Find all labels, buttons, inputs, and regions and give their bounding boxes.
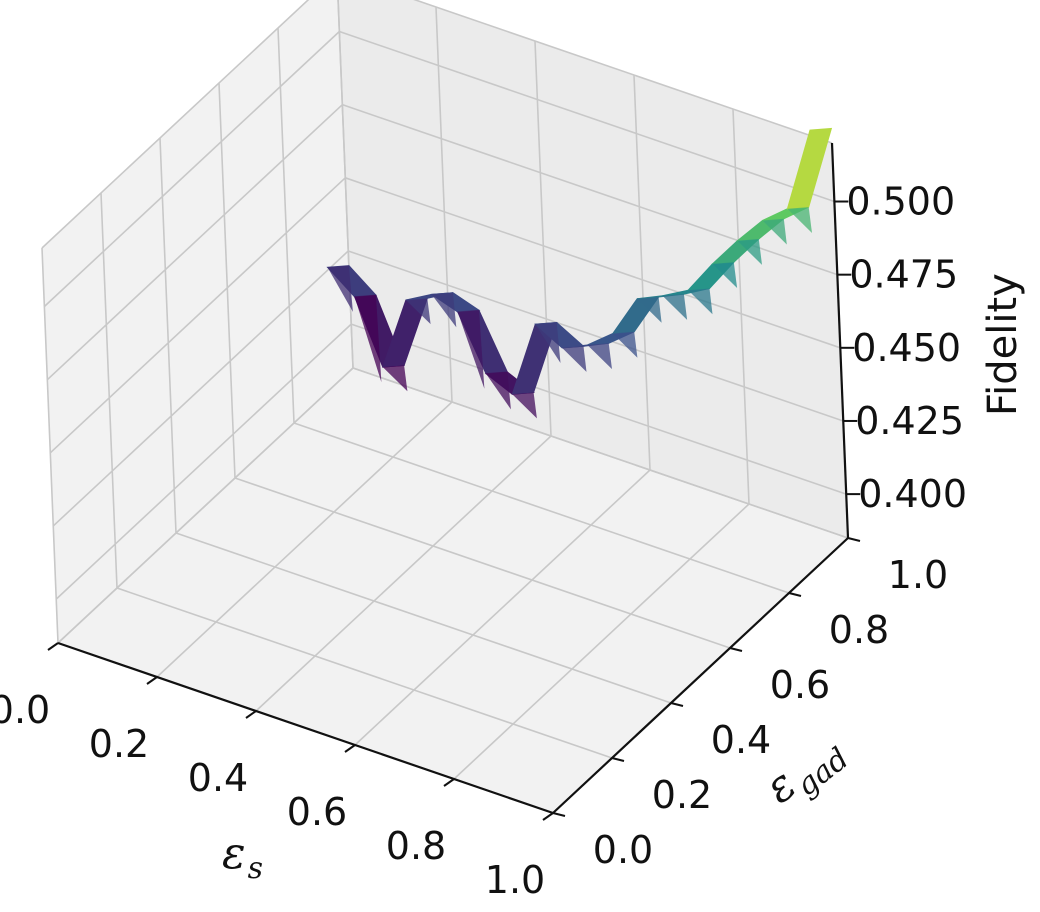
- left-grid-z: [41, 0, 310, 249]
- left-grid-z: [49, 177, 346, 454]
- y-tick-label: 0.0: [593, 828, 653, 872]
- z-tick-label: 0.400: [858, 472, 967, 516]
- surface-facet-shade: [612, 331, 638, 358]
- back-grid-x: [633, 74, 651, 471]
- x-tick-mark: [146, 676, 158, 685]
- floor-grid-x: [453, 503, 750, 780]
- x-tick-mark: [245, 710, 257, 719]
- back-wall-pane: [338, 0, 848, 538]
- x-tick-label: 0.4: [188, 756, 248, 800]
- left-grid-y: [218, 82, 236, 479]
- y-tick-label: 0.6: [770, 663, 830, 707]
- x-tick-label: 0.2: [89, 722, 149, 766]
- x-tick-mark: [47, 642, 59, 651]
- back-grid-z: [345, 177, 841, 349]
- x-tick-label: 0.8: [386, 824, 446, 868]
- back-grid-z: [352, 367, 849, 539]
- surface-facet-shade: [535, 322, 561, 363]
- x-tick-mark: [344, 744, 356, 753]
- floor-grid-y: [293, 422, 790, 594]
- back-grid-x: [435, 6, 453, 403]
- back-grid-z: [413, 0, 833, 144]
- left-grid-z: [46, 104, 343, 381]
- surface-facet-shade: [354, 295, 382, 383]
- z-tick-label: 0.425: [855, 399, 964, 443]
- back-grid-z: [339, 30, 835, 203]
- floor-pane: [58, 368, 848, 813]
- y-tick-label: 0.4: [711, 718, 771, 762]
- x-tick-label: 0.6: [287, 790, 347, 834]
- left-grid-y: [277, 27, 295, 424]
- surface-facet-shade: [587, 343, 612, 370]
- left-grid-z: [43, 30, 340, 308]
- y-axis-line: [552, 537, 849, 814]
- back-grid-z: [347, 250, 844, 422]
- y-tick-mark: [847, 537, 861, 542]
- z-tick-label: 0.500: [846, 180, 955, 224]
- back-grid-z: [350, 323, 847, 495]
- surface-facet-shade: [382, 365, 408, 392]
- floor-grid-x: [354, 469, 651, 746]
- left-grid-z: [52, 250, 349, 527]
- y-tick-label: 1.0: [888, 553, 948, 597]
- left-grid-z: [57, 367, 354, 644]
- surface-facet-shade: [662, 294, 688, 320]
- surface-facet-shade: [737, 239, 762, 265]
- back-grid-x: [534, 40, 552, 437]
- floor-grid-y: [175, 532, 672, 704]
- surface-facet-shade: [637, 297, 662, 323]
- axis-lines: [57, 142, 850, 815]
- z-axis-label: Fidelity: [980, 273, 1026, 416]
- floor-grid-y: [234, 477, 731, 649]
- z-axis-line: [830, 142, 850, 539]
- left-grid-y: [100, 192, 118, 589]
- left-grid-y: [159, 137, 177, 534]
- left-grid-z: [55, 323, 352, 600]
- y-tick-mark: [611, 757, 625, 762]
- x-tick-label: 0.0: [0, 688, 50, 732]
- left-grid-y: [41, 247, 59, 644]
- z-tick-label: 0.450: [852, 326, 961, 370]
- surface-mesh: [326, 127, 833, 419]
- x-tick-mark: [542, 812, 554, 821]
- floor-grid-y: [116, 587, 613, 759]
- y-tick-mark: [670, 702, 684, 707]
- surface-facet-shade: [712, 262, 738, 288]
- surface-facet-shade: [562, 346, 587, 372]
- x-tick-label: 1.0: [485, 858, 545, 902]
- surface-facet-shade: [457, 310, 485, 389]
- surface-facet-shade: [431, 292, 457, 328]
- x-axis-line: [57, 641, 554, 815]
- surface-facet: [786, 127, 833, 210]
- y-tick-mark: [729, 647, 743, 652]
- surface-facet-shade: [512, 392, 537, 419]
- y-tick-mark: [788, 592, 802, 597]
- surface-facet-shade: [787, 207, 812, 233]
- surface-facet-shade: [688, 288, 713, 315]
- surface-facet-shade: [405, 298, 431, 325]
- x-tick-mark: [443, 778, 455, 787]
- back-grid-x: [732, 108, 750, 505]
- y-tick-label: 0.8: [829, 608, 889, 652]
- y-tick-label: 0.2: [652, 773, 712, 817]
- z-tick-label: 0.475: [849, 253, 958, 297]
- left-wall-pane: [42, 0, 353, 643]
- surface-facet-shade: [762, 218, 787, 245]
- floor-grid-x: [156, 401, 453, 678]
- floor-grid-x: [255, 435, 552, 712]
- y-tick-mark: [552, 812, 566, 817]
- surface-facet-shade: [486, 372, 511, 410]
- surface-facet-shade: [327, 265, 353, 312]
- axis-panes: [42, 0, 848, 813]
- tick-labels: 0.0 0.2 0.4 0.6 0.8 1.0 0.0 0.2 0.4 0.6 0.8 1.0 0.40…: [0, 180, 967, 902]
- x-axis-label: εs: [222, 828, 263, 886]
